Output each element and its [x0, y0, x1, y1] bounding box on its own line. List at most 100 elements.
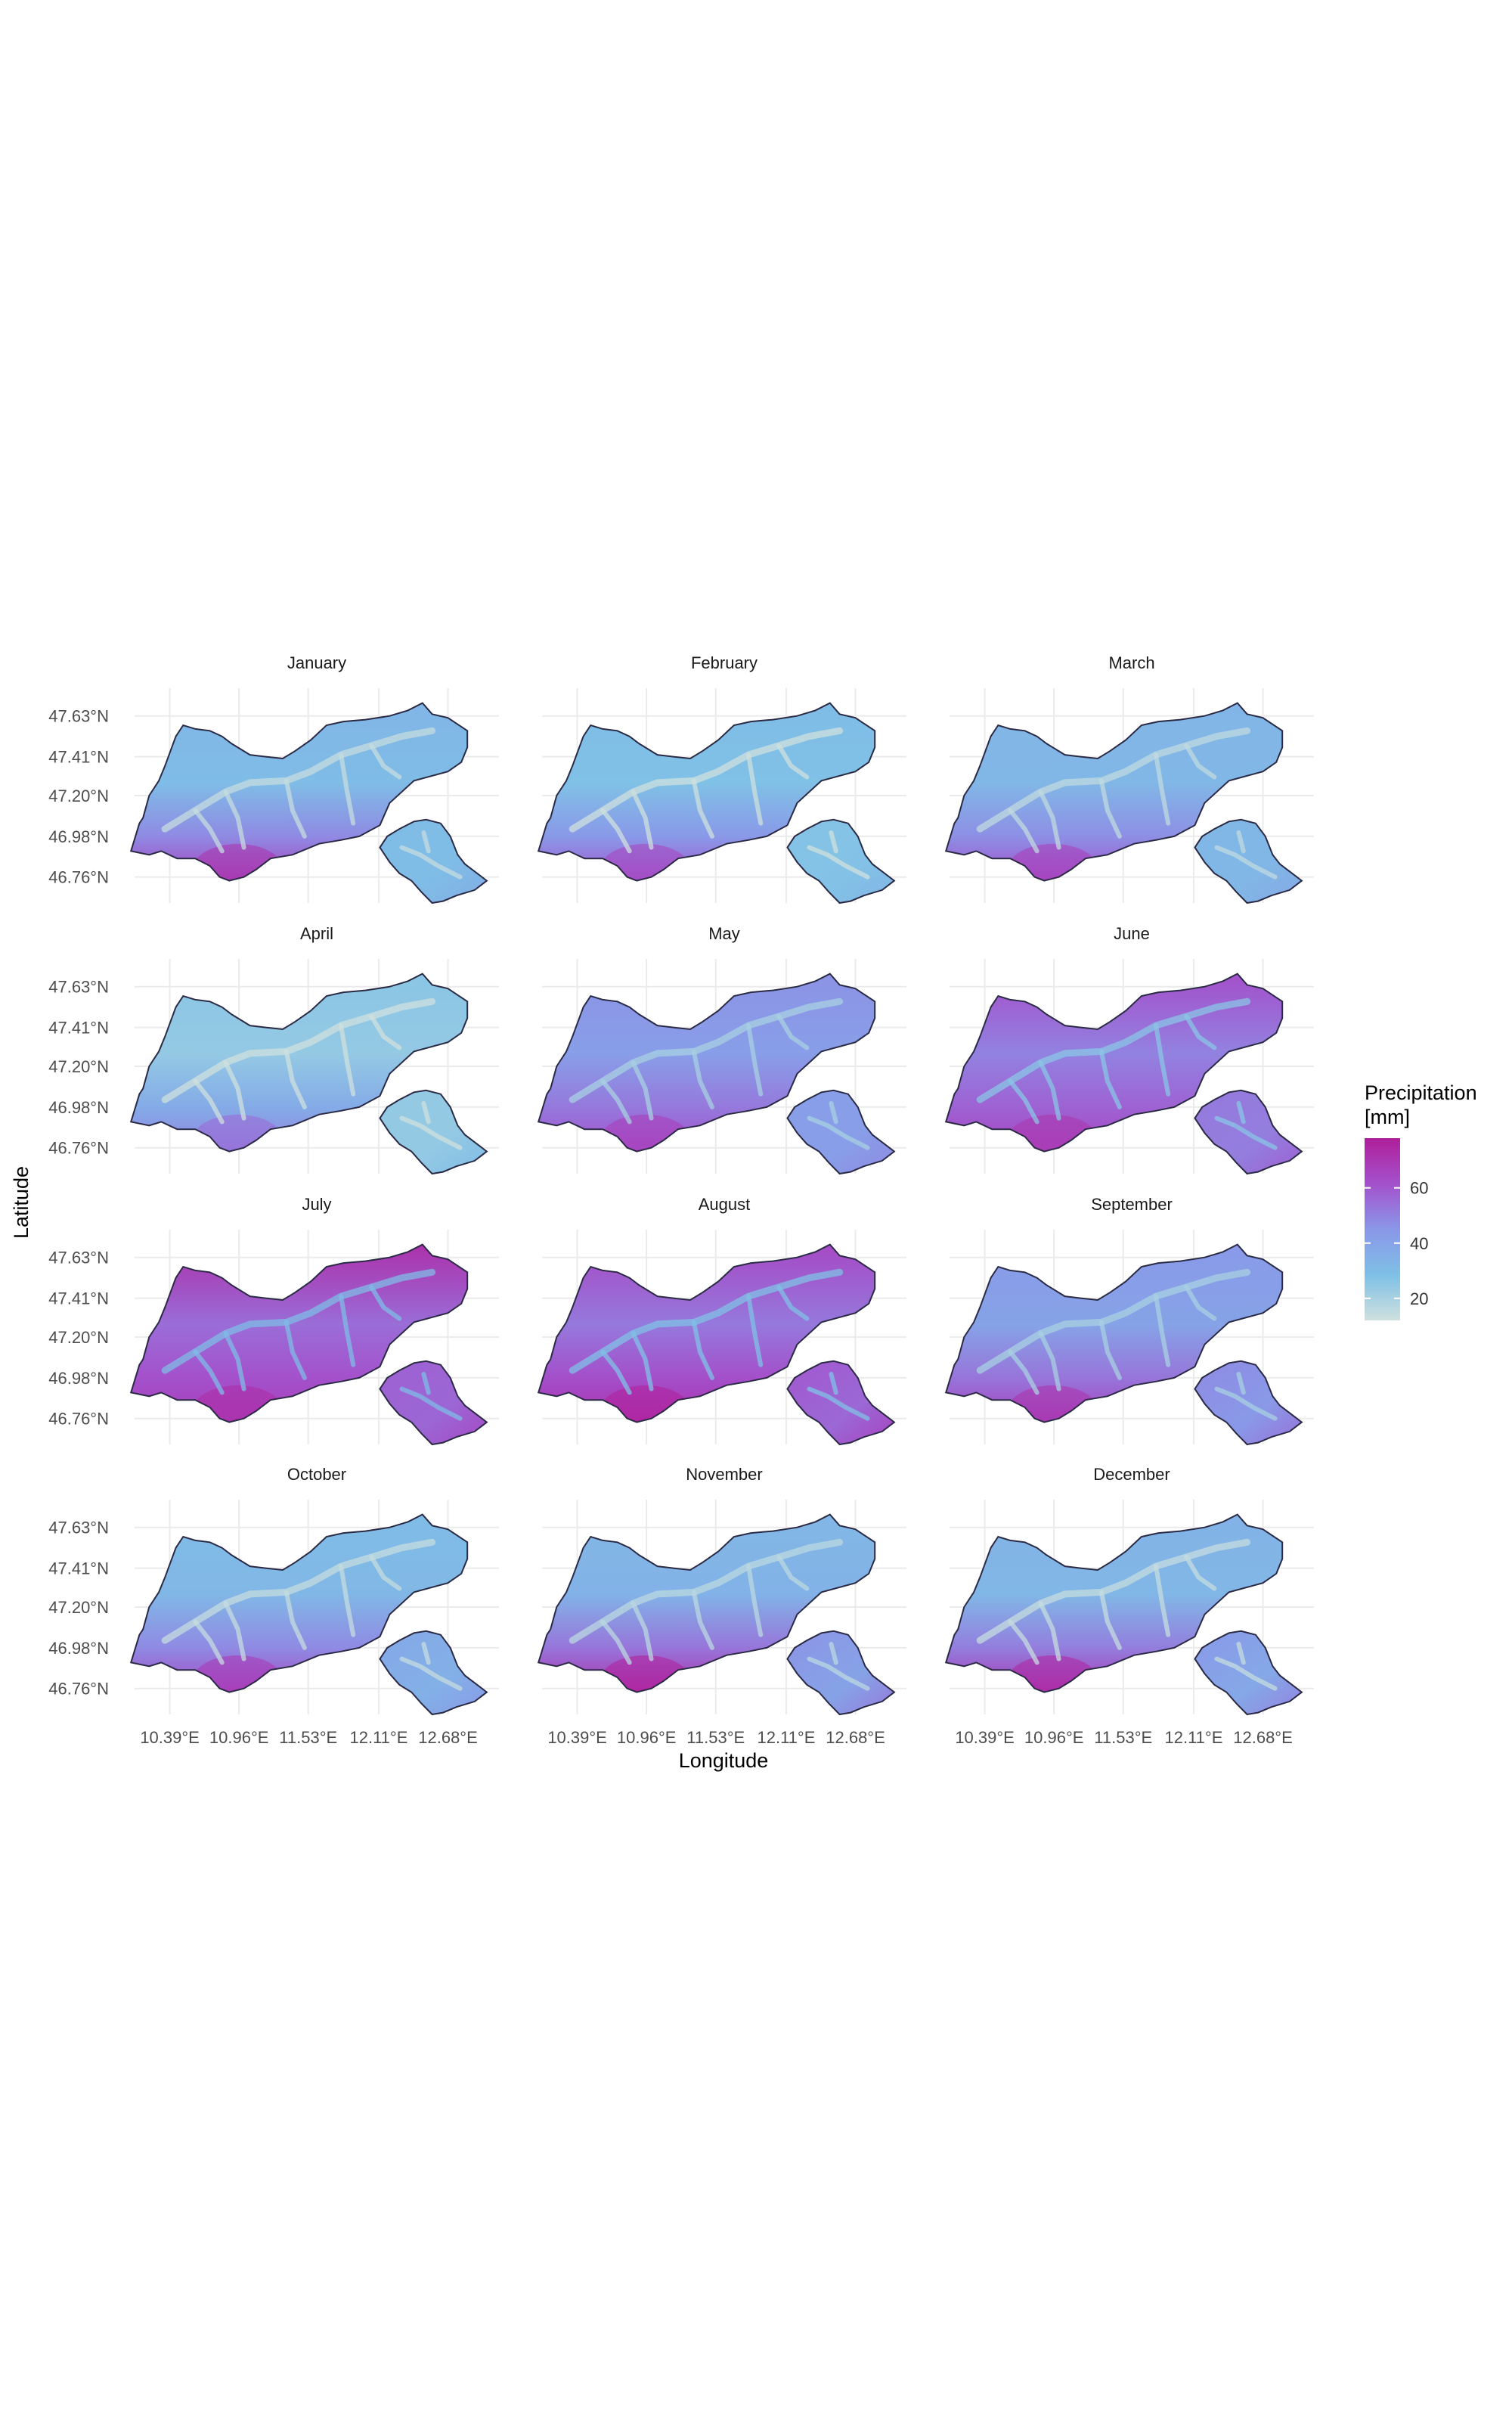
valley-line — [600, 808, 632, 854]
valley-line — [1098, 1320, 1122, 1380]
facet-panel-february: February — [537, 653, 906, 904]
valley-line — [1214, 845, 1278, 880]
valley-line — [631, 790, 654, 850]
region-east-outline — [786, 1360, 896, 1446]
valley-line — [776, 1013, 810, 1050]
valley-line — [1098, 1590, 1122, 1650]
valley-line — [1098, 1049, 1122, 1109]
region-east-outline — [786, 818, 896, 904]
valley-line — [421, 1372, 431, 1395]
valley-line — [829, 1642, 838, 1665]
valley-line — [1214, 1656, 1278, 1691]
valley-line — [193, 1078, 225, 1125]
x-tick-label: 11.53°E — [1094, 1728, 1152, 1747]
valley-line — [829, 830, 838, 854]
y-tick-label: 46.76°N — [48, 1680, 109, 1699]
valley-line — [399, 845, 463, 880]
x-tick-label: 10.39°E — [547, 1728, 607, 1747]
y-tick-label: 46.98°N — [48, 1639, 109, 1658]
facet-panel-august: August — [537, 1195, 906, 1446]
precipitation-hotspot — [1007, 1114, 1098, 1152]
region-main-outline — [129, 702, 469, 882]
valley-line — [1038, 1331, 1061, 1392]
y-tick-label: 47.20°N — [48, 786, 109, 805]
valley-line — [746, 1564, 764, 1637]
valley-line — [807, 1656, 870, 1691]
precipitation-hotspot — [600, 1655, 691, 1692]
valley-line — [691, 778, 714, 839]
valley-line — [1154, 752, 1171, 826]
region-main-outline — [944, 973, 1284, 1153]
valley-line — [1214, 1115, 1278, 1150]
valley-line — [1008, 808, 1040, 854]
x-tick-label: 12.68°E — [418, 1728, 478, 1747]
facet-panel-november: November 10.39°E 10.96°E 11.53°E 12.11°E 12.6… — [537, 1465, 906, 1747]
valley-line — [193, 1619, 225, 1665]
region-main-outline — [537, 1513, 876, 1693]
valley-line — [569, 997, 844, 1103]
facet-panel-july: July 47.63°N 47.41°N 47.20°N 46.98°N 46.76°N — [48, 1195, 499, 1446]
facet-title: March — [1108, 653, 1154, 672]
y-tick-label: 47.41°N — [48, 1289, 109, 1308]
valley-line — [399, 1115, 463, 1150]
valley-line — [421, 830, 431, 854]
precipitation-hotspot — [600, 843, 691, 881]
facet-panel-march: March — [944, 653, 1314, 904]
valley-line — [631, 1331, 654, 1392]
valley-line — [1236, 1372, 1246, 1395]
valley-line — [1154, 1023, 1171, 1097]
y-tick-label: 46.76°N — [48, 868, 109, 887]
valley-line — [421, 1642, 431, 1665]
valley-line — [569, 727, 844, 833]
facet-title: September — [1091, 1195, 1173, 1214]
x-tick-label: 12.11°E — [349, 1728, 407, 1747]
legend-title-line2: [mm] — [1365, 1106, 1410, 1128]
region-main-outline — [944, 1243, 1284, 1423]
y-tick-label: 47.41°N — [48, 748, 109, 767]
valley-line — [1154, 1564, 1171, 1637]
valley-line — [976, 1268, 1251, 1374]
valley-line — [284, 1049, 307, 1109]
y-tick-label: 46.76°N — [48, 1410, 109, 1429]
facet-title: December — [1093, 1465, 1170, 1484]
valley-line — [369, 1284, 402, 1321]
facet-title: October — [287, 1465, 346, 1484]
valley-line — [569, 1538, 844, 1644]
valley-line — [746, 1294, 764, 1367]
y-tick-label: 47.63°N — [48, 1249, 109, 1267]
region-east-outline — [786, 1089, 896, 1175]
y-tick-label: 46.98°N — [48, 1098, 109, 1117]
region-east-outline — [1194, 1089, 1303, 1175]
valley-line — [193, 808, 225, 854]
facet-title: April — [300, 924, 333, 943]
y-tick-label: 47.20°N — [48, 1598, 109, 1617]
legend-title-line1: Precipitation — [1365, 1081, 1477, 1104]
x-tick-label: 11.53°E — [279, 1728, 337, 1747]
facet-panel-may: May — [537, 924, 906, 1175]
valley-line — [1214, 1386, 1278, 1421]
region-east-outline — [1194, 1630, 1303, 1716]
region-main-outline — [944, 702, 1284, 882]
y-tick-label: 46.76°N — [48, 1139, 109, 1158]
x-tick-label: 10.39°E — [140, 1728, 200, 1747]
precipitation-hotspot — [192, 843, 284, 881]
valley-line — [161, 727, 436, 833]
facet-panels: January 47.63°N 47.41°N 47.20°N 46.98°N 46.76… — [48, 653, 1314, 1747]
valley-line — [691, 1320, 714, 1380]
valley-line — [284, 778, 307, 839]
facet-title: February — [691, 653, 758, 672]
facet-title: June — [1114, 924, 1150, 943]
valley-line — [1098, 778, 1122, 839]
valley-line — [223, 1331, 246, 1392]
facet-title: July — [302, 1195, 331, 1214]
valley-line — [691, 1049, 714, 1109]
valley-line — [976, 727, 1251, 833]
precipitation-hotspot — [192, 1655, 284, 1692]
valley-line — [193, 1349, 225, 1395]
y-tick-label: 47.63°N — [48, 978, 109, 997]
x-tick-label: 10.96°E — [209, 1728, 269, 1747]
precipitation-hotspot — [600, 1385, 691, 1423]
valley-line — [1008, 1349, 1040, 1395]
y-tick-label: 47.20°N — [48, 1328, 109, 1347]
